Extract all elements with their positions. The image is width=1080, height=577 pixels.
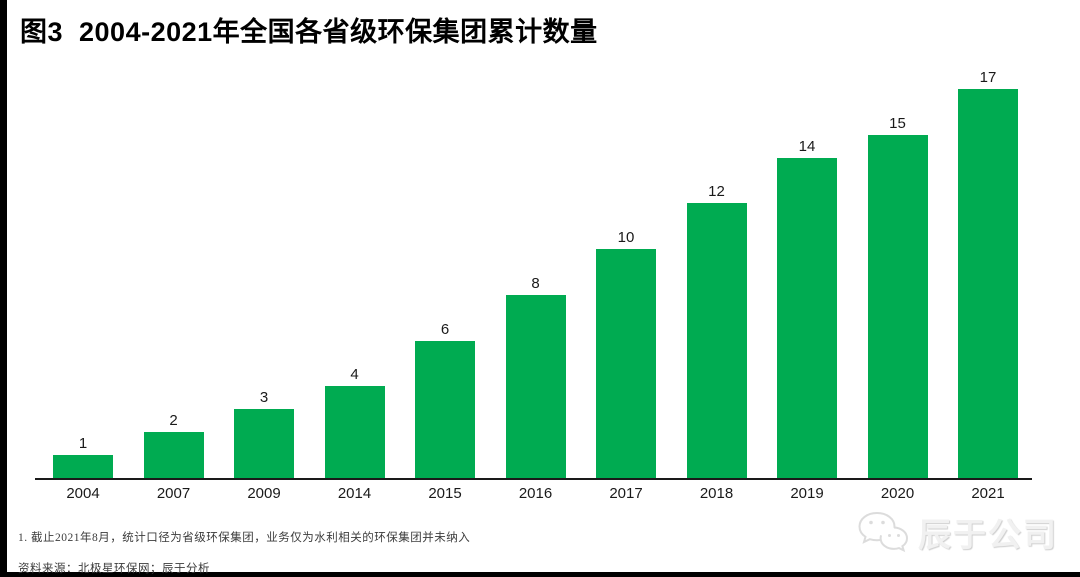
- bar-value-label: 17: [979, 69, 997, 86]
- bar: [777, 157, 837, 478]
- bar-group: 12: [686, 183, 747, 478]
- x-axis-tick-label: 2016: [518, 485, 553, 502]
- x-axis-tick-label: 2021: [971, 485, 1005, 502]
- source-note: 资料来源：北极星环保网；辰于分析: [18, 563, 210, 575]
- bar: [143, 432, 204, 478]
- chart-title: 图3 2004-2021年全国各省级环保集团累计数量: [20, 17, 598, 47]
- bar-value-label: 8: [531, 274, 540, 292]
- bar-group: 1: [53, 435, 113, 478]
- bar-value-label: 4: [350, 366, 359, 384]
- bar-value-label: 10: [617, 229, 635, 247]
- x-axis-tick-label: 2009: [247, 485, 281, 502]
- bar-group: 14: [777, 138, 837, 478]
- bar-value-label: 6: [440, 320, 450, 338]
- watermark-company-name: 辰于公司: [918, 516, 1058, 553]
- bottom-border-bar: [0, 572, 1080, 577]
- x-axis-tick-label: 2017: [609, 485, 643, 502]
- bar-group: 10: [596, 229, 656, 478]
- wechat-icon: [856, 509, 910, 555]
- bar: [234, 409, 294, 478]
- x-axis-tick-label: 2014: [337, 485, 372, 502]
- bar-value-label: 3: [259, 389, 269, 407]
- bar-group: 8: [505, 274, 566, 478]
- bar: [596, 249, 656, 478]
- bar-group: 2: [143, 412, 204, 478]
- x-axis-tick-label: 2019: [790, 485, 824, 502]
- bar: [53, 455, 113, 478]
- bar: [867, 134, 928, 478]
- bar-value-label: 12: [708, 183, 725, 201]
- bar-value-label: 14: [798, 137, 816, 155]
- bar: [686, 203, 747, 478]
- footnote: 1. 截止2021年8月，统计口径为省级环保集团，业务仅为水利相关的环保集团并未…: [18, 532, 471, 544]
- bar: [958, 89, 1018, 478]
- bar: [324, 386, 385, 478]
- bar-value-label: 2: [169, 412, 178, 430]
- bar-group: 17: [958, 69, 1018, 478]
- x-axis-tick-label: 2004: [66, 485, 100, 502]
- bars-row: 1 2 3 4 6 8 10 12 14 15 17: [53, 64, 1018, 478]
- bar-group: 6: [415, 321, 475, 478]
- watermark: 辰于公司: [856, 508, 1058, 556]
- years-row: 2004 2007 2009 2014 2015 2016 2017 2018 2019 2020…: [53, 485, 1018, 502]
- bar: [505, 294, 566, 478]
- x-axis-tick-label: 2018: [699, 485, 734, 502]
- bar-value-label: 1: [78, 435, 88, 453]
- bar-group: 4: [324, 366, 385, 478]
- left-border-bar: [0, 0, 7, 577]
- x-axis-line: [35, 478, 1032, 480]
- x-axis-tick-label: 2020: [880, 485, 915, 502]
- bar-group: 3: [234, 389, 294, 478]
- bar: [415, 340, 475, 478]
- bar-value-label: 15: [889, 114, 906, 132]
- x-axis-tick-label: 2015: [428, 485, 462, 502]
- bar-group: 15: [867, 114, 928, 478]
- x-axis-tick-label: 2007: [156, 485, 191, 502]
